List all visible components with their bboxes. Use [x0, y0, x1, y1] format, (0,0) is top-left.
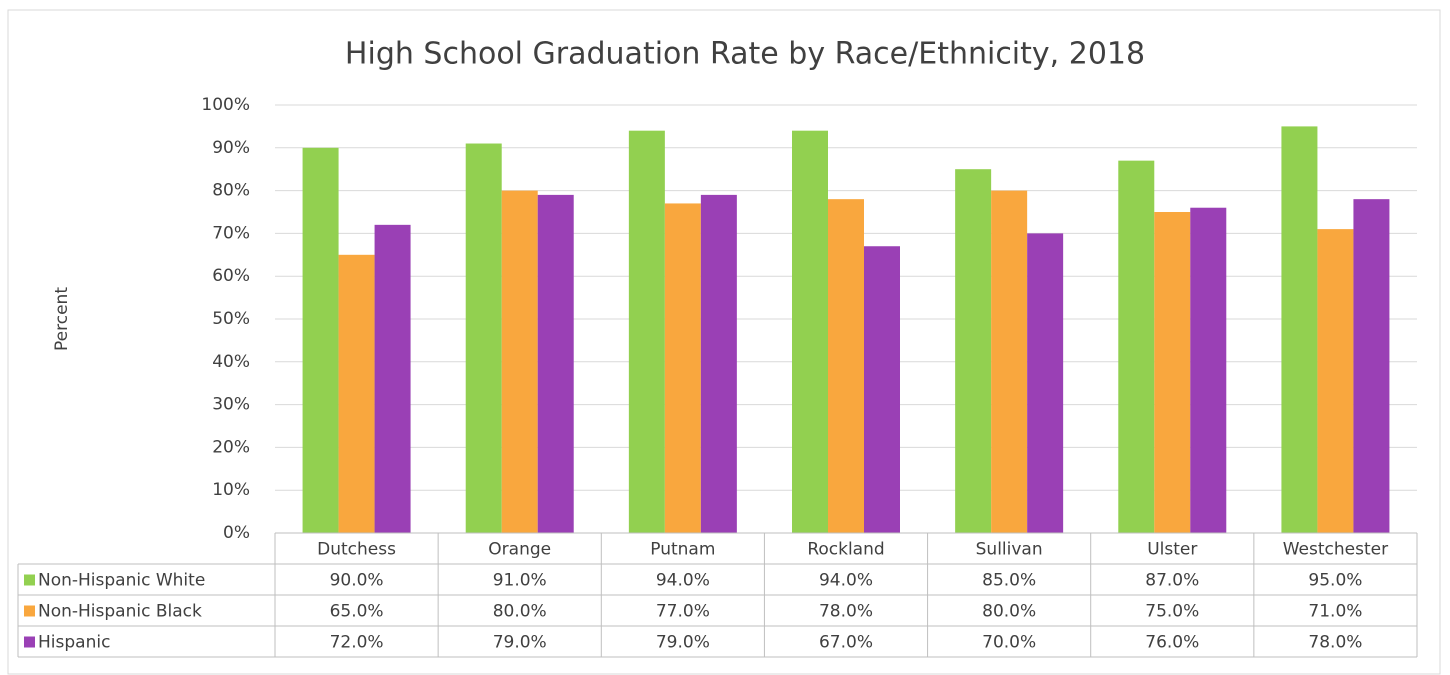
y-tick-label: 30% — [212, 395, 250, 415]
data-label: 77.0% — [656, 602, 710, 622]
chart-title: High School Graduation Rate by Race/Ethn… — [345, 37, 1145, 72]
data-label: 65.0% — [330, 602, 384, 622]
data-label: 78.0% — [1308, 633, 1362, 653]
data-label: 91.0% — [493, 571, 547, 591]
x-tick-label: Dutchess — [317, 540, 396, 560]
legend-label: Non-Hispanic White — [38, 571, 205, 591]
y-tick-label: 100% — [201, 95, 250, 115]
data-label: 78.0% — [819, 602, 873, 622]
legend-swatch — [24, 574, 35, 586]
data-label: 80.0% — [982, 602, 1036, 622]
bar — [374, 224, 411, 533]
legend-swatch — [24, 636, 35, 648]
bar — [955, 169, 992, 533]
bar — [302, 147, 339, 534]
data-label: 80.0% — [493, 602, 547, 622]
bar — [537, 194, 574, 533]
x-tick-label: Westchester — [1283, 540, 1388, 560]
y-tick-label: 20% — [212, 437, 250, 457]
x-tick-label: Orange — [488, 540, 551, 560]
y-tick-label: 10% — [212, 480, 250, 500]
bar — [1154, 212, 1191, 533]
data-label: 94.0% — [819, 571, 873, 591]
data-label: 70.0% — [982, 633, 1036, 653]
data-label: 90.0% — [330, 571, 384, 591]
bar — [664, 203, 701, 533]
y-tick-label: 40% — [212, 352, 250, 372]
bar — [628, 130, 665, 533]
data-label: 76.0% — [1145, 633, 1199, 653]
x-tick-label: Rockland — [807, 540, 884, 560]
x-tick-label: Putnam — [650, 540, 715, 560]
data-label: 85.0% — [982, 571, 1036, 591]
bar — [700, 194, 737, 533]
bar — [1317, 229, 1354, 533]
bar — [792, 130, 828, 533]
x-tick-label: Ulster — [1147, 540, 1197, 560]
bar — [864, 246, 900, 534]
legend-label: Hispanic — [38, 633, 110, 653]
bar — [1353, 199, 1390, 533]
data-label: 72.0% — [330, 633, 384, 653]
bar — [501, 190, 538, 533]
bar — [338, 254, 375, 534]
bar — [1281, 126, 1318, 534]
data-label: 95.0% — [1308, 571, 1362, 591]
data-label: 87.0% — [1145, 571, 1199, 591]
data-label: 79.0% — [493, 633, 547, 653]
y-tick-label: 70% — [212, 223, 250, 243]
y-tick-label: 60% — [212, 266, 250, 286]
bar — [828, 199, 864, 533]
y-tick-label: 50% — [212, 309, 250, 329]
data-label: 75.0% — [1145, 602, 1199, 622]
bar — [465, 143, 502, 533]
data-label: 79.0% — [656, 633, 710, 653]
y-tick-label: 0% — [223, 523, 250, 543]
y-axis-label: Percent — [52, 287, 72, 351]
x-tick-label: Sullivan — [976, 540, 1043, 560]
bar — [991, 190, 1028, 533]
data-label: 67.0% — [819, 633, 873, 653]
y-tick-label: 80% — [212, 181, 250, 201]
data-label: 71.0% — [1308, 602, 1362, 622]
legend-swatch — [24, 605, 35, 617]
bar — [1190, 207, 1227, 533]
y-tick-label: 90% — [212, 138, 250, 158]
legend-label: Non-Hispanic Black — [38, 602, 202, 622]
bar — [1027, 233, 1064, 533]
bar — [1118, 160, 1155, 533]
data-label: 94.0% — [656, 571, 710, 591]
